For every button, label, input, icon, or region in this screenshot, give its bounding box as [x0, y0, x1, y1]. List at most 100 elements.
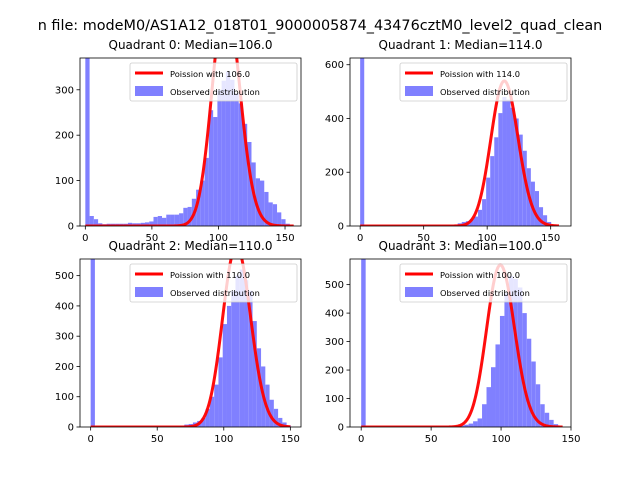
histogram-bar [473, 216, 479, 226]
x-tick-label: 100 [214, 434, 233, 445]
histogram-bar [360, 58, 365, 226]
histogram-bar [226, 305, 232, 427]
y-tick-label: 400 [325, 309, 344, 320]
histogram-bar [499, 315, 505, 427]
legend-label-observed: Observed distribution [440, 87, 530, 97]
histogram-bar [201, 417, 206, 427]
y-tick-label: 200 [55, 362, 74, 373]
subplot-quadrant-2: 0 50 100 150 0 100 200 300 400 500 Quadrant 2: Med… [55, 239, 302, 445]
poisson-curve [84, 58, 295, 226]
x-tick-label: 150 [561, 434, 580, 445]
y-tick-label: 100 [55, 176, 74, 187]
histogram-bar [238, 103, 243, 226]
histogram-bar [494, 137, 499, 226]
axes-frame [79, 258, 302, 428]
subplot-quadrant-0: 0 50 100 150 0 100 200 300 Quadrant 0: Median=10… [55, 38, 302, 244]
histogram-bar [526, 338, 532, 427]
y-tick-label: 0 [338, 222, 344, 233]
histogram-bar [513, 278, 518, 427]
legend-label-observed: Observed distribution [170, 288, 260, 298]
histogram-bar [259, 180, 265, 226]
histogram-bar [213, 117, 218, 226]
poisson-curve [360, 263, 564, 427]
legend-frame [399, 62, 568, 102]
histogram-bar [478, 209, 483, 226]
histogram-bar [140, 222, 145, 226]
histogram-bar [239, 269, 245, 427]
y-tick-label: 200 [325, 366, 344, 377]
histogram-bar [272, 204, 278, 226]
legend-label-poisson: Poission with 106.0 [170, 69, 250, 79]
histogram-bar [495, 344, 500, 427]
poisson-curve [89, 259, 292, 427]
histogram-bar [235, 275, 240, 427]
histogram-bar [208, 110, 214, 226]
legend-label-poisson: Poission with 114.0 [440, 69, 520, 79]
histogram-bar [540, 404, 545, 427]
histogram-bar [486, 177, 491, 226]
legend-bar-swatch [135, 86, 163, 96]
histogram-bar [482, 404, 487, 427]
histogram-bar [522, 313, 527, 427]
histogram-bar [361, 259, 366, 427]
histogram-bar [531, 361, 536, 427]
histogram-bar [518, 134, 523, 226]
y-tick-label: 0 [338, 423, 344, 434]
histogram-bar [508, 276, 514, 427]
x-tick-label: 50 [151, 434, 164, 445]
histogram-bar [469, 219, 474, 226]
legend-label-observed: Observed distribution [170, 87, 260, 97]
histogram-bar [256, 348, 262, 427]
plot-area [84, 58, 295, 226]
histogram-bar [543, 215, 548, 226]
histogram-bar [482, 199, 487, 226]
y-tick-label: 300 [55, 332, 74, 343]
y-tick-label: 0 [68, 423, 74, 434]
histogram-bar [248, 290, 253, 427]
legend: Poission with 114.0 Observed distribution [399, 62, 568, 102]
x-tick-label: 50 [425, 434, 438, 445]
y-tick-label: 300 [325, 337, 344, 348]
histogram-bar [222, 324, 227, 427]
legend: Poission with 110.0 Observed distribution [129, 263, 298, 303]
histogram-bar [273, 408, 279, 427]
histogram-bar [459, 425, 465, 427]
histogram-bar [242, 123, 248, 226]
subplot-quadrant-1: 0 50 100 150 0 200 400 600 Quadrant 1: Median=11… [325, 38, 572, 244]
x-tick-label: 0 [357, 233, 363, 244]
histogram-bar [218, 357, 223, 427]
histogram-bar [230, 79, 235, 226]
legend-bar-swatch [405, 86, 433, 96]
histogram-bar [204, 157, 209, 226]
x-tick-label: 150 [281, 434, 300, 445]
histogram-bar [149, 221, 154, 226]
histogram-bar [506, 99, 511, 226]
y-tick-label: 600 [325, 60, 344, 71]
legend-frame [129, 263, 298, 303]
histogram-bar [504, 293, 509, 427]
histogram-bar [214, 384, 219, 427]
histogram-bar [473, 421, 478, 427]
histogram-bar [196, 189, 201, 226]
histogram-bar [486, 387, 491, 427]
histogram-bar [127, 222, 133, 226]
histogram-bar [244, 280, 249, 427]
subplot-grid: 0 50 100 150 0 100 200 300 Quadrant 0: Median=10… [55, 38, 581, 445]
histogram-bar [538, 207, 544, 226]
legend-label-poisson: Poission with 110.0 [170, 270, 250, 280]
histogram-bar [549, 419, 554, 427]
histogram-bar [269, 399, 274, 427]
subplot-title: Quadrant 0: Median=106.0 [109, 38, 273, 52]
x-tick-label: 0 [82, 233, 88, 244]
y-tick-label: 400 [55, 301, 74, 312]
histogram-bar [264, 191, 269, 226]
y-tick-label: 100 [55, 392, 74, 403]
histogram-bar [281, 219, 286, 226]
subplot-title: Quadrant 1: Median=114.0 [379, 38, 543, 52]
histogram-bar [166, 214, 171, 226]
histogram-bar [234, 93, 239, 226]
x-tick-label: 100 [209, 233, 228, 244]
histogram-bar [535, 384, 541, 427]
histogram-bar [85, 58, 90, 226]
